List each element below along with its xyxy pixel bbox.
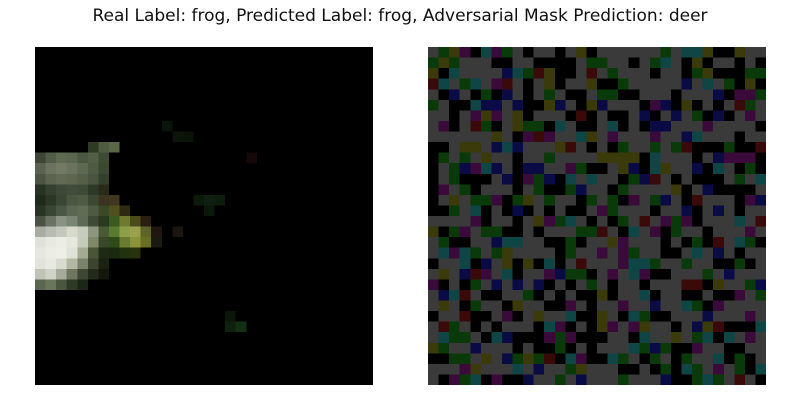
adversarial-mask-image xyxy=(428,47,766,385)
original-image-panel xyxy=(35,47,373,385)
adversarial-mask-panel xyxy=(428,47,766,385)
original-image xyxy=(35,47,373,385)
figure-title: Real Label: frog, Predicted Label: frog,… xyxy=(92,6,708,26)
